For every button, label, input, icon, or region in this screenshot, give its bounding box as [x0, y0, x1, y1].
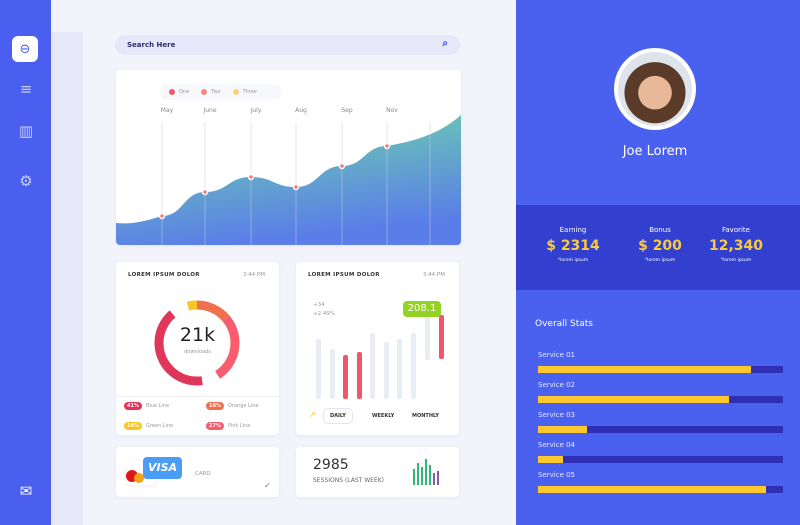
- bar: [383, 342, 389, 399]
- mail-icon[interactable]: ✉: [19, 482, 33, 500]
- month-label: Nov: [386, 107, 398, 114]
- service-label: Service 05: [538, 471, 576, 479]
- delta-count: +34: [313, 302, 325, 308]
- service-label: Service 02: [538, 381, 576, 389]
- dashboard-icon[interactable]: ⊖: [12, 36, 38, 62]
- bar: [370, 333, 375, 399]
- data-point: [383, 142, 391, 150]
- search-icon[interactable]: ⌕: [442, 38, 448, 49]
- search-placeholder: Search Here: [127, 41, 176, 49]
- sessions-label: SESSIONS (LAST WEEK): [313, 477, 385, 484]
- donut-slice-blue: [154, 300, 240, 386]
- check-icon: ✔: [264, 481, 271, 490]
- legend-one: One: [169, 89, 189, 95]
- filter-icon[interactable]: ≡: [19, 80, 33, 98]
- data-point: [292, 183, 300, 191]
- data-point: [338, 162, 346, 170]
- stat-earning: Earning $ 2314 *lorem ipsum: [546, 226, 600, 263]
- bar-card: LOREM IPSUM DOLOR 3:44 PM +34 +2.49% 208…: [296, 262, 459, 435]
- donut-chart: [154, 300, 240, 386]
- legend-two: Two: [201, 89, 221, 95]
- bar: [410, 333, 416, 399]
- card-time: 3:44 PM: [242, 272, 265, 278]
- delta-percent: +2.49%: [313, 311, 336, 317]
- data-point: [247, 173, 255, 181]
- sidebar: ⊖ ≡ ▥ ⚙ ✉: [0, 0, 51, 525]
- service-progress: [538, 366, 783, 373]
- area-chart: May June July Aug Sep Nov: [116, 107, 461, 245]
- service-progress: [538, 486, 783, 493]
- month-label: July: [250, 107, 262, 114]
- tab-monthly[interactable]: MONTHLY: [412, 413, 440, 419]
- month-label: Sep: [341, 107, 353, 114]
- month-label: Aug: [295, 107, 307, 114]
- legend-blue-line: 41% Blue Line: [124, 402, 169, 410]
- gear-icon[interactable]: ⚙: [19, 172, 33, 190]
- service-label: Service 04: [538, 441, 576, 449]
- tab-weekly[interactable]: WEEKLY: [372, 413, 395, 419]
- service-label: Service 03: [538, 411, 576, 419]
- payment-card[interactable]: VISA CARD ✔: [116, 447, 279, 497]
- sessions-value: 2985: [313, 457, 349, 473]
- month-label: June: [202, 107, 216, 114]
- stat-bonus: Bonus $ 200 *lorem ipsum: [638, 226, 682, 263]
- bar: [356, 352, 362, 399]
- stats-band: [516, 205, 800, 290]
- card-label: CARD: [195, 471, 211, 477]
- data-point: [158, 212, 166, 220]
- card-time: 3:44 PM: [422, 272, 445, 278]
- donut-value: 21k: [179, 324, 216, 346]
- legend-three: Three: [232, 89, 257, 95]
- sessions-sparkbars: [413, 459, 439, 485]
- stat-favorite: Favorite 12,340 *lorem ipsum: [708, 226, 764, 263]
- data-point: [201, 188, 209, 196]
- value-badge: 208.1: [403, 301, 441, 317]
- bar: [397, 339, 402, 399]
- service-label: Service 01: [538, 351, 576, 359]
- service-progress-fill: [538, 366, 752, 373]
- bar: [425, 310, 430, 360]
- legend-pink-line: 27% Pink Line: [206, 422, 250, 430]
- donut-slice-green: [154, 300, 240, 386]
- legend-orange-line: 18% Orange Line: [206, 402, 258, 410]
- avatar[interactable]: [614, 48, 696, 130]
- service-progress-fill: [538, 486, 766, 493]
- area-series: [116, 115, 461, 245]
- card-title: LOREM IPSUM DOLOR: [128, 272, 200, 278]
- bar-chart-icon[interactable]: ▥: [18, 122, 34, 140]
- legend-green-line: 14% Green Line: [124, 422, 173, 430]
- trend-icon: ↗: [309, 410, 316, 419]
- bar: [316, 339, 321, 399]
- visa-logo: VISA: [143, 457, 182, 479]
- bar: [438, 315, 444, 359]
- service-progress: [538, 396, 783, 403]
- service-progress-fill: [538, 456, 563, 463]
- bar: [329, 349, 335, 399]
- donut-slice-pink: [154, 300, 240, 386]
- service-progress: [538, 456, 783, 463]
- service-progress: [538, 426, 783, 433]
- service-progress-fill: [538, 426, 587, 433]
- sessions-card: 2985 SESSIONS (LAST WEEK): [296, 447, 459, 497]
- card-title: LOREM IPSUM DOLOR: [308, 272, 380, 278]
- sub-panel: [51, 32, 83, 525]
- area-chart-card: One Two Three May June July Aug Sep Nov: [116, 70, 461, 245]
- month-label: May: [161, 107, 174, 114]
- service-progress-fill: [538, 396, 730, 403]
- search-input[interactable]: Search Here ⌕: [115, 35, 460, 55]
- tab-daily[interactable]: DAILY: [324, 409, 352, 423]
- donut-card: LOREM IPSUM DOLOR 3:44 PM 21k downloads …: [116, 262, 279, 435]
- profile-name: Joe Lorem: [622, 144, 688, 159]
- donut-label: downloads: [184, 349, 211, 355]
- overall-stats-title: Overall Stats: [535, 319, 593, 329]
- bar: [343, 355, 348, 399]
